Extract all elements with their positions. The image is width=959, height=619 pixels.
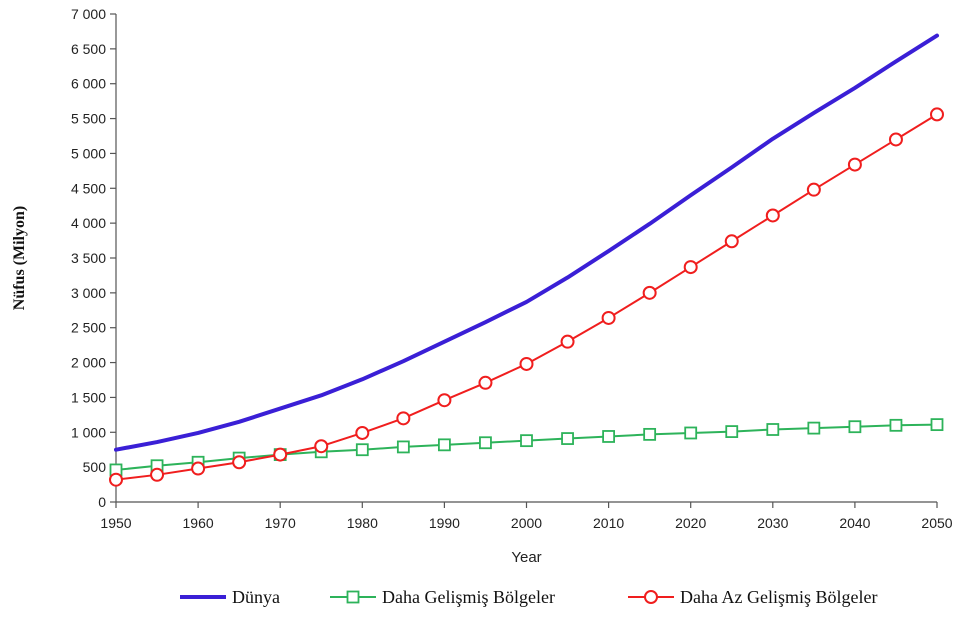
y-axis-ticks: 0 500 1 000 1 500 2 000 2 500 3 000 3 500 4 000 4… — [71, 6, 116, 510]
marker-daha-az-gelismis-bolgeler — [724, 234, 739, 249]
marker-daha-gelismis-bolgeler — [807, 421, 821, 435]
marker-daha-az-gelismis-bolgeler — [683, 260, 698, 275]
marker-daha-az-gelismis-bolgeler — [478, 375, 493, 390]
marker-daha-az-gelismis-bolgeler — [150, 467, 165, 482]
y-tick-label: 5 500 — [71, 111, 106, 127]
legend: Dünya Daha Gelişmiş Bölgeler Daha Az Gel… — [180, 587, 877, 607]
marker-daha-gelismis-bolgeler — [643, 427, 657, 441]
y-tick-label: 2 500 — [71, 320, 106, 336]
marker-legend-daha-gelismis-bolgeler — [346, 590, 360, 604]
series-dunya — [114, 33, 939, 452]
y-tick-label: 6 500 — [71, 41, 106, 57]
marker-daha-gelismis-bolgeler — [437, 438, 451, 452]
x-tick-label: 2040 — [839, 515, 870, 531]
y-tick-label: 3 000 — [71, 285, 106, 301]
legend-item-less-developed: Daha Az Gelişmiş Bölgeler — [628, 587, 877, 607]
y-tick-label: 2 000 — [71, 355, 106, 371]
marker-daha-gelismis-bolgeler — [889, 418, 903, 432]
marker-daha-gelismis-bolgeler — [602, 430, 615, 443]
y-tick-label: 0 — [98, 494, 106, 510]
marker-legend-daha-az-gelismis-bolgeler — [644, 590, 658, 604]
marker-daha-az-gelismis-bolgeler — [888, 132, 903, 147]
marker-daha-az-gelismis-bolgeler — [519, 356, 534, 371]
y-tick-label: 4 500 — [71, 180, 106, 196]
x-tick-label: 1950 — [100, 515, 131, 531]
x-tick-label: 2020 — [675, 515, 706, 531]
marker-daha-az-gelismis-bolgeler — [273, 447, 288, 462]
x-tick-label: 1970 — [265, 515, 296, 531]
y-axis-title: Nüfus (Milyon) — [11, 206, 28, 310]
marker-daha-gelismis-bolgeler — [479, 436, 492, 450]
y-tick-label: 500 — [83, 459, 107, 475]
x-axis-ticks: 1950 1960 1970 1980 1990 2000 2010 2020 2030 2040… — [100, 502, 953, 531]
marker-daha-gelismis-bolgeler — [561, 432, 574, 445]
y-tick-label: 1 000 — [71, 424, 106, 440]
axes: 0 500 1 000 1 500 2 000 2 500 3 000 3 500 4 000 4… — [71, 6, 953, 531]
y-tick-label: 6 000 — [71, 76, 106, 92]
y-tick-label: 7 000 — [71, 6, 106, 22]
legend-label-dunya: Dünya — [232, 587, 280, 607]
series-daha-gelismis-bolgeler — [109, 418, 944, 477]
marker-daha-az-gelismis-bolgeler — [847, 157, 862, 172]
x-tick-label: 1990 — [429, 515, 460, 531]
marker-daha-az-gelismis-bolgeler — [314, 439, 329, 454]
marker-daha-az-gelismis-bolgeler — [642, 285, 657, 300]
marker-daha-gelismis-bolgeler — [684, 426, 698, 440]
marker-daha-az-gelismis-bolgeler — [232, 455, 247, 470]
x-tick-label: 2050 — [921, 515, 952, 531]
legend-label-more-developed: Daha Gelişmiş Bölgeler — [382, 587, 555, 607]
marker-daha-az-gelismis-bolgeler — [765, 208, 780, 223]
x-tick-label: 2000 — [511, 515, 542, 531]
x-tick-label: 2030 — [757, 515, 788, 531]
marker-daha-gelismis-bolgeler — [766, 423, 780, 436]
x-axis-title: Year — [511, 549, 541, 566]
marker-daha-az-gelismis-bolgeler — [396, 411, 411, 426]
marker-daha-gelismis-bolgeler — [520, 434, 533, 448]
legend-label-less-developed: Daha Az Gelişmiş Bölgeler — [680, 587, 877, 607]
legend-swatch-less-developed — [628, 590, 674, 604]
marker-daha-gelismis-bolgeler — [848, 420, 862, 434]
marker-daha-gelismis-bolgeler — [355, 443, 369, 457]
marker-daha-gelismis-bolgeler — [930, 418, 944, 432]
y-tick-label: 5 000 — [71, 145, 106, 161]
y-tick-label: 3 500 — [71, 250, 106, 266]
marker-daha-az-gelismis-bolgeler — [930, 107, 944, 122]
series-layer — [109, 33, 944, 487]
x-tick-label: 1980 — [347, 515, 378, 531]
marker-daha-az-gelismis-bolgeler — [437, 393, 452, 408]
marker-daha-gelismis-bolgeler — [396, 440, 410, 454]
legend-item-more-developed: Daha Gelişmiş Bölgeler — [330, 587, 555, 607]
legend-item-dunya: Dünya — [180, 587, 280, 607]
marker-daha-az-gelismis-bolgeler — [806, 182, 821, 197]
series-line-dunya — [114, 33, 939, 452]
marker-daha-az-gelismis-bolgeler — [109, 472, 123, 487]
x-tick-label: 1960 — [183, 515, 214, 531]
legend-swatch-more-developed — [330, 590, 376, 604]
y-tick-label: 1 500 — [71, 389, 106, 405]
x-tick-label: 2010 — [593, 515, 624, 531]
marker-daha-gelismis-bolgeler — [725, 425, 739, 438]
marker-daha-az-gelismis-bolgeler — [601, 310, 616, 325]
series-daha-az-gelismis-bolgeler — [109, 107, 944, 487]
marker-daha-az-gelismis-bolgeler — [355, 425, 370, 440]
marker-daha-az-gelismis-bolgeler — [191, 461, 206, 476]
y-tick-label: 4 000 — [71, 215, 106, 231]
marker-daha-az-gelismis-bolgeler — [560, 334, 575, 349]
